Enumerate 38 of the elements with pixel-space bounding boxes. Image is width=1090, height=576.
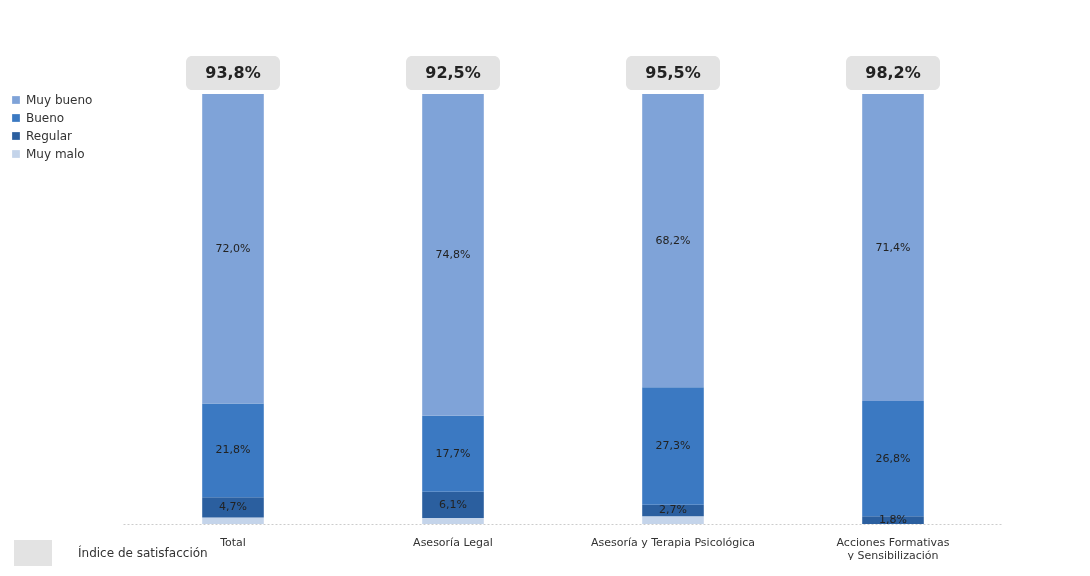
data-label: 4,7%: [219, 500, 247, 514]
x-tick-label: Total: [219, 535, 246, 549]
data-label: 72,0%: [215, 241, 251, 255]
x-tick-label: Acciones Formativas y Sensibilización: [836, 535, 950, 562]
annotation: 93,8%: [205, 63, 261, 82]
bar: [422, 415, 484, 492]
data-label: 68,2%: [655, 233, 691, 247]
bar: [202, 94, 264, 404]
x-tick-label: Asesoría y Terapia Psicológica: [590, 535, 756, 549]
x-tick-label: Asesoría Legal: [413, 535, 493, 549]
text: Índice de satisfacción: [78, 546, 208, 560]
data-label: 71,4%: [875, 240, 911, 254]
data-label: 26,8%: [875, 451, 911, 465]
bar: [422, 491, 484, 518]
bar: [422, 517, 484, 524]
annotation: 92,5%: [425, 63, 481, 82]
data-label: 21,8%: [215, 443, 251, 457]
legend-label: Muy bueno: [26, 93, 93, 107]
data-label: 17,7%: [435, 446, 471, 460]
annotation: 95,5%: [645, 63, 701, 82]
bar: [862, 401, 924, 517]
bar: [202, 497, 264, 518]
bar: [642, 516, 704, 524]
bar: [642, 387, 704, 505]
legend-label: Bueno: [26, 111, 65, 125]
data-label: 27,3%: [655, 438, 691, 452]
data-label: 2,7%: [659, 503, 687, 517]
legend-label: Regular: [26, 129, 73, 143]
data-label: 6,1%: [439, 497, 467, 511]
data-label: 74,8%: [435, 247, 471, 261]
bar: [202, 403, 264, 498]
legend-label: Muy malo: [26, 147, 85, 161]
data-label: 1,8%: [879, 513, 907, 527]
bar: [862, 94, 924, 402]
annotation: 98,2%: [865, 63, 921, 82]
bar: [202, 517, 264, 524]
bar: [642, 94, 704, 388]
bar: [422, 94, 484, 416]
